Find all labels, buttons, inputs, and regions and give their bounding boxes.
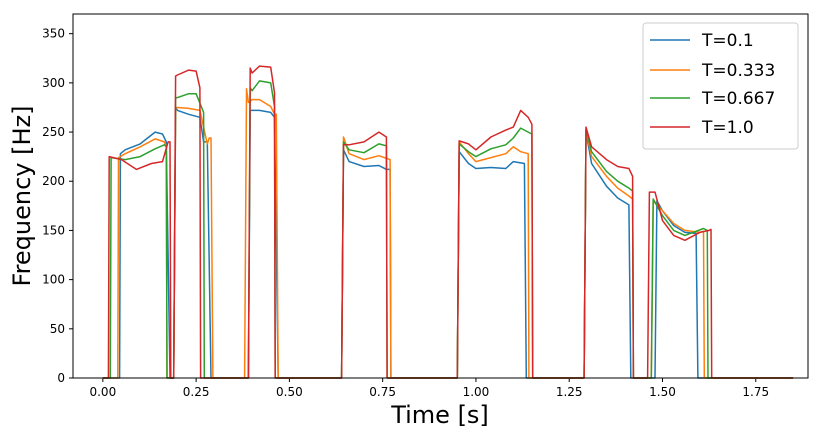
x-tick-label: 1.25 bbox=[556, 385, 583, 399]
legend-label-t01: T=0.1 bbox=[701, 31, 754, 51]
legend-label-t0333: T=0.333 bbox=[701, 61, 775, 81]
y-axis-label: Frequency [Hz] bbox=[8, 106, 36, 287]
y-tick-label: 250 bbox=[42, 125, 65, 139]
y-tick-label: 300 bbox=[42, 76, 65, 90]
x-tick-label: 1.75 bbox=[742, 385, 769, 399]
legend-label-t10: T=1.0 bbox=[701, 118, 754, 138]
axis-ticks: 0.00 0.25 0.50 0.75 1.00 1.25 1.50 1.75 0 50 100 15… bbox=[42, 27, 769, 399]
x-tick-label: 0.25 bbox=[183, 385, 210, 399]
x-axis-label: Time [s] bbox=[390, 401, 489, 429]
legend: T=0.1 T=0.333 T=0.667 T=1.0 bbox=[642, 22, 799, 150]
legend-box bbox=[642, 22, 799, 150]
x-tick-label: 0.00 bbox=[89, 385, 116, 399]
x-tick-label: 1.00 bbox=[463, 385, 490, 399]
y-tick-label: 50 bbox=[50, 322, 65, 336]
y-tick-label: 200 bbox=[42, 174, 65, 188]
y-tick-label: 100 bbox=[42, 273, 65, 287]
x-tick-label: 0.75 bbox=[369, 385, 396, 399]
legend-label-t0667: T=0.667 bbox=[701, 89, 775, 109]
x-tick-label: 1.50 bbox=[649, 385, 676, 399]
y-tick-label: 0 bbox=[57, 371, 65, 385]
y-tick-label: 350 bbox=[42, 27, 65, 41]
y-tick-label: 150 bbox=[42, 223, 65, 237]
plot-frame bbox=[72, 13, 809, 379]
x-tick-label: 0.50 bbox=[276, 385, 303, 399]
